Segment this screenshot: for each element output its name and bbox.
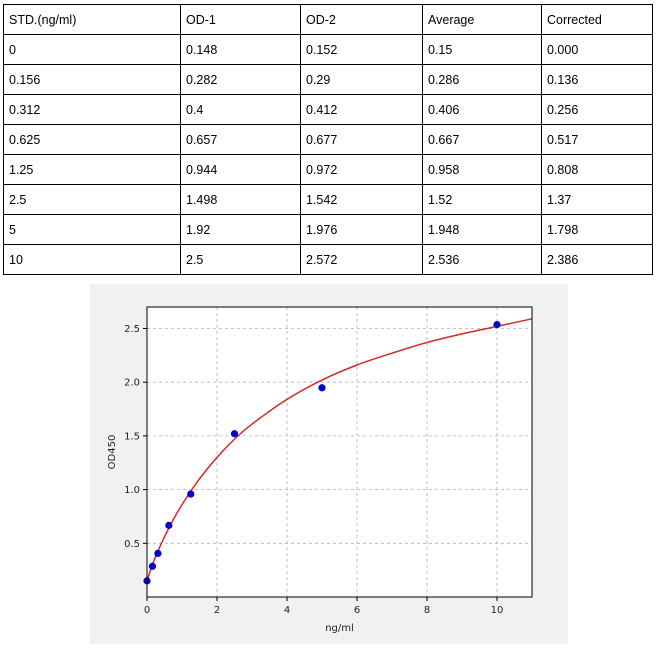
table-cell: 0.972 [300,154,423,185]
table-cell: 0.152 [300,34,423,65]
y-tick-label: 2.5 [124,324,140,335]
table-cell: 2.386 [541,244,653,275]
y-tick-label: 0.5 [124,539,140,550]
table-cell: 0.677 [300,124,423,155]
table-cell: 0.625 [3,124,181,155]
column-header-average: Average [422,4,542,35]
table-cell: 0.000 [541,34,653,65]
plot-frame [146,306,533,598]
table-cell: 0.136 [541,64,653,95]
axis-ticks: 0 2 4 6 8 10 0.5 1.0 1.5 2.0 2.5 [124,324,503,616]
grid-lines [146,307,532,597]
standard-table: STD.(ng/ml) OD-1 OD-2 Average Corrected … [3,4,653,275]
x-tick-label: 4 [284,605,290,616]
table-cell: 1.798 [541,214,653,245]
table-cell: 0.517 [541,124,653,155]
table-row: 10 2.5 2.572 2.536 2.386 [3,244,653,275]
table-cell: 10 [3,244,181,275]
x-tick-label: 8 [424,605,430,616]
table-cell: 1.37 [541,184,653,215]
table-cell: 0.15 [422,34,542,65]
data-point [230,430,239,438]
table-cell: 0.657 [180,124,301,155]
table-cell: 0.148 [180,34,301,65]
table-cell: 1.976 [300,214,423,245]
data-point [318,384,326,392]
plot-area [146,306,533,598]
table-row: 1.25 0.944 0.972 0.958 0.808 [3,154,653,185]
table-cell: 2.5 [180,244,301,275]
table-cell: 0.808 [541,154,653,185]
table-cell: 0.667 [422,124,542,155]
data-point [154,549,162,557]
table-cell: 0.412 [300,94,423,125]
column-header-corrected: Corrected [541,4,653,35]
table-row: 0.625 0.657 0.677 0.667 0.517 [3,124,653,155]
data-point [187,490,195,498]
table-cell: 1.92 [180,214,301,245]
data-point [165,521,173,529]
table-cell: 0.312 [3,94,181,125]
table-cell: 0.406 [422,94,542,125]
table-cell: 0 [3,34,181,65]
table-cell: 2.536 [422,244,542,275]
x-axis-label: ng/ml [325,623,354,634]
chart-svg: 0 2 4 6 8 10 0.5 1.0 1.5 2.0 2.5 ng/ml OD450 [107,306,533,634]
table-cell: 0.286 [422,64,542,95]
table-cell: 1.542 [300,184,423,215]
table-cell: 0.282 [180,64,301,95]
table-row: 0.312 0.4 0.412 0.406 0.256 [3,94,653,125]
table-cell: 0.4 [180,94,301,125]
table-row: 5 1.92 1.976 1.948 1.798 [3,214,653,245]
table-cell: 0.256 [541,94,653,125]
x-tick-label: 10 [491,605,504,616]
table-header-row: STD.(ng/ml) OD-1 OD-2 Average Corrected [3,4,653,35]
table-cell: 0.156 [3,64,181,95]
table-cell: 0.958 [422,154,542,185]
column-header-od1: OD-1 [180,4,301,35]
data-point [493,321,501,329]
x-tick-label: 2 [214,605,220,616]
table-cell: 2.572 [300,244,423,275]
standard-curve-chart: 0 2 4 6 8 10 0.5 1.0 1.5 2.0 2.5 ng/ml OD450 [90,284,568,644]
y-tick-label: 1.5 [124,431,140,442]
table-cell: 0.29 [300,64,423,95]
x-tick-label: 6 [354,605,360,616]
column-header-std: STD.(ng/ml) [3,4,181,35]
table-cell: 0.944 [180,154,301,185]
data-points [143,321,501,585]
data-point [148,562,157,570]
table-row: 0 0.148 0.152 0.15 0.000 [3,34,653,65]
y-tick-label: 1.0 [124,485,140,496]
y-axis-label: OD450 [107,435,118,470]
y-tick-label: 2.0 [124,378,140,389]
column-header-od2: OD-2 [300,4,423,35]
table-cell: 2.5 [3,184,181,215]
x-tick-label: 0 [144,605,150,616]
table-cell: 1.52 [422,184,542,215]
table-row: 2.5 1.498 1.542 1.52 1.37 [3,184,653,215]
table-cell: 1.948 [422,214,542,245]
table-cell: 1.498 [180,184,301,215]
table-cell: 5 [3,214,181,245]
table-cell: 1.25 [3,154,181,185]
table-row: 0.156 0.282 0.29 0.286 0.136 [3,64,653,95]
fit-curve [146,318,533,582]
